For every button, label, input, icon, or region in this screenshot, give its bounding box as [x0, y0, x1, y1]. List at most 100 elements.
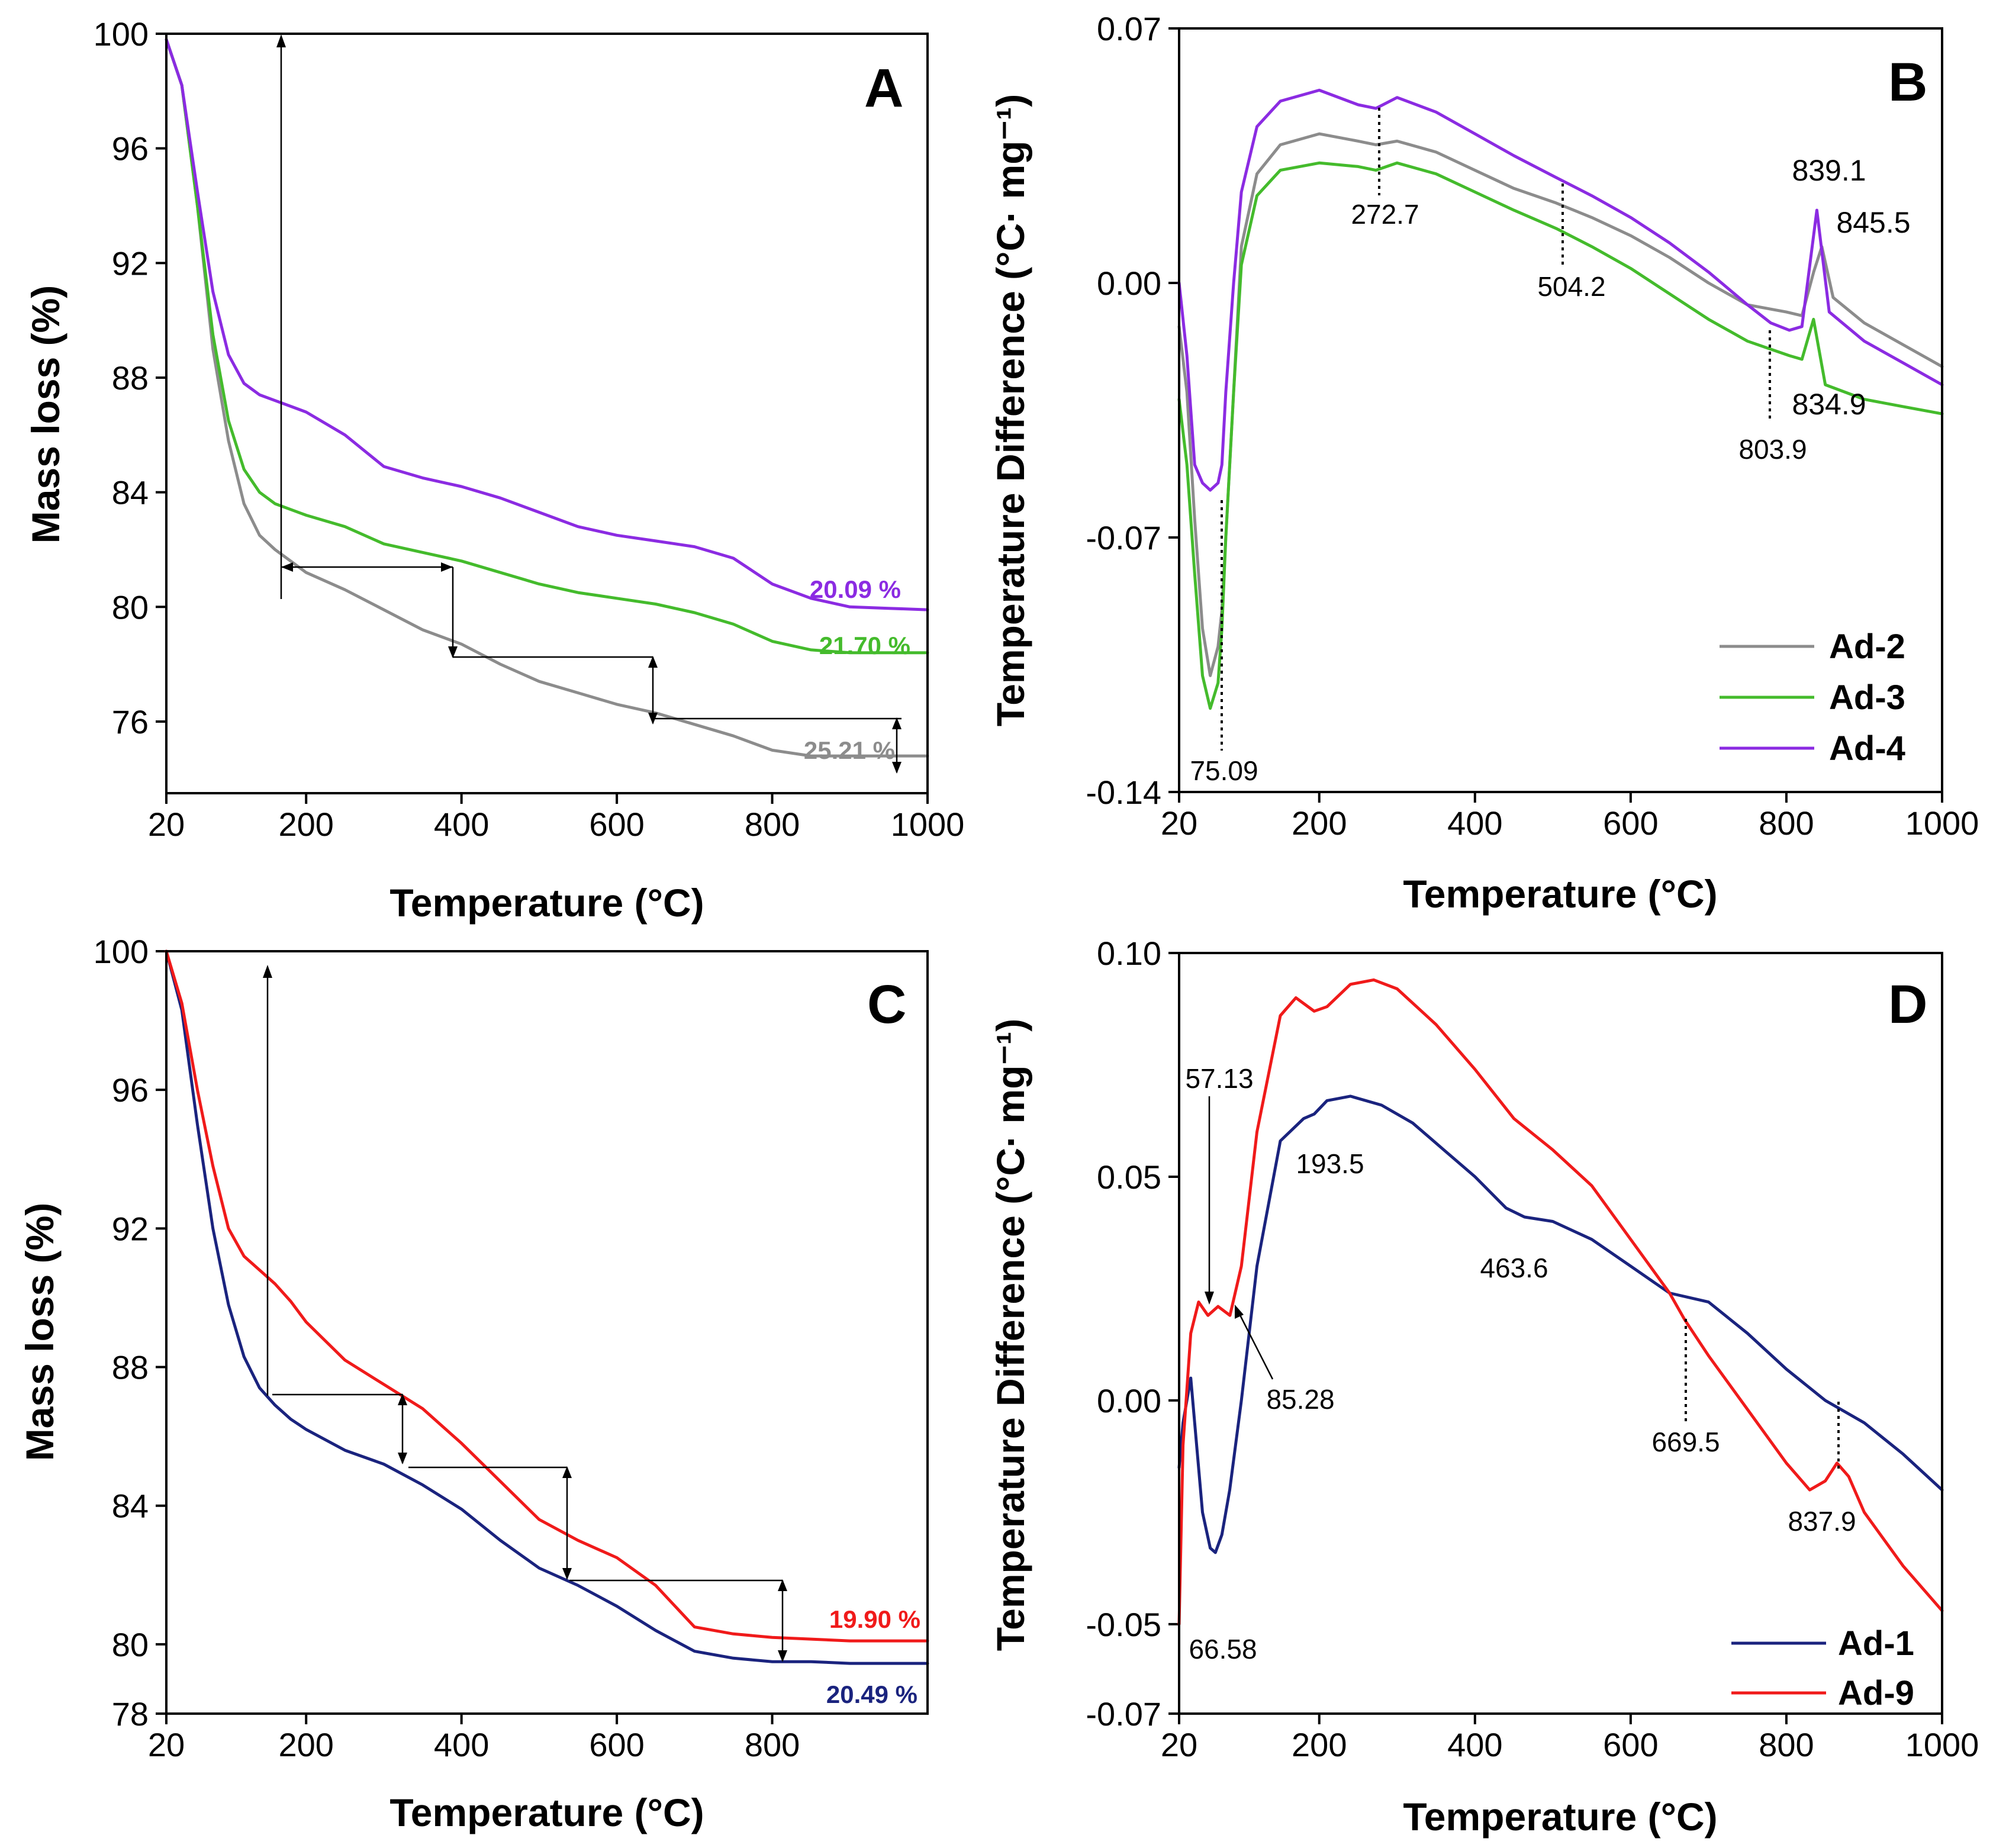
panel-c-ytick-label: 100	[94, 933, 149, 970]
panel-c-arrowhead	[778, 1579, 787, 1591]
panel-d-label-669: 669.5	[1651, 1427, 1720, 1457]
panel-c-ytick-label: 78	[112, 1695, 149, 1733]
panel-a-series-ad-4	[165, 38, 929, 611]
panel-c-arrowhead	[562, 1466, 572, 1478]
panel-d-arrowhead	[1205, 1292, 1214, 1305]
panel-a-ytick-label: 88	[112, 359, 149, 397]
panel-c-pct-ad1: 20.49 %	[826, 1680, 917, 1708]
panel-b-ytick-label: 0.00	[1097, 265, 1161, 302]
panel-d: 20 200 400 600 800 1000 -0.07 -0.05 0.00 0.05 0.10…	[989, 935, 1979, 1839]
panel-c-arrowhead	[398, 1393, 407, 1405]
panel-d-frame	[1178, 952, 1943, 1715]
panel-c-ylabel: Mass loss (%)	[18, 1203, 62, 1461]
panel-a-pct-ad4: 20.09 %	[810, 575, 901, 603]
panel-d-ytick-label: 0.00	[1097, 1382, 1161, 1419]
panel-d-label-85: 85.28	[1266, 1384, 1334, 1415]
panel-a-series-ad-3	[165, 38, 929, 655]
panel-d-label-57: 57.13	[1185, 1063, 1253, 1094]
panel-a-ytick-label: 84	[112, 474, 149, 511]
panel-b-label-504: 504.2	[1537, 271, 1605, 302]
panel-a-arrowhead	[281, 562, 293, 572]
panel-a-arrowhead	[276, 34, 286, 47]
panel-a-xtick-label: 600	[589, 806, 644, 843]
panel-c-xtick-label: 800	[745, 1726, 800, 1763]
panel-b-ytick-label: -0.07	[1086, 519, 1161, 556]
panel-c-frame	[165, 950, 929, 1715]
panel-a-ticks: 20 200 400 600 800 1000 76 80 84 88 92 96 100	[94, 15, 965, 843]
panel-b-xtick-label: 600	[1603, 804, 1658, 842]
panel-d-label-463: 463.6	[1480, 1253, 1548, 1283]
panel-b-label-845: 845.5	[1836, 206, 1910, 239]
panel-a-series-ad-2	[165, 38, 929, 758]
panel-a-ytick-label: 92	[112, 244, 149, 282]
panel-a-ytick-label: 100	[94, 15, 149, 53]
panel-a-arrowhead	[892, 762, 901, 774]
panel-a-xtick-label: 1000	[891, 806, 965, 843]
panel-a-ytick-label: 80	[112, 588, 149, 626]
panel-d-xtick-label: 1000	[1905, 1726, 1979, 1763]
panel-b-series-ad-2	[1177, 132, 1944, 677]
panel-c-arrowhead	[398, 1453, 407, 1464]
panel-b-label-75: 75.09	[1190, 755, 1258, 786]
panel-b: 20 200 400 600 800 1000 -0.14 -0.07 0.00 0.07 B T…	[989, 10, 1979, 916]
panel-b-curves	[1177, 88, 1944, 710]
panel-d-label-66: 66.58	[1189, 1634, 1257, 1665]
panel-c-ytick-label: 96	[112, 1071, 149, 1109]
panel-c: 20 200 400 600 800 78 80 84 88 92 96 100 C Temperat…	[18, 933, 929, 1834]
panel-a-step-arrows	[276, 34, 901, 774]
panel-d-xtick-label: 200	[1292, 1726, 1347, 1763]
panel-a-xtick-label: 800	[745, 806, 800, 843]
panel-a-frame	[165, 33, 929, 794]
panel-c-xtick-label: 400	[434, 1726, 489, 1763]
panel-a-xtick-label: 20	[148, 806, 185, 843]
panel-c-xtick-label: 200	[278, 1726, 333, 1763]
panel-c-arrowhead	[778, 1650, 787, 1662]
panel-b-label-834: 834.9	[1792, 388, 1866, 421]
panel-d-xtick-label: 400	[1447, 1726, 1502, 1763]
panel-d-curves	[1177, 978, 1944, 1626]
panel-b-peak-markers	[1221, 108, 1771, 751]
panel-c-series-ad-1	[165, 949, 929, 1665]
panel-d-ytick-label: 0.05	[1097, 1158, 1161, 1196]
panel-d-xtick-label: 20	[1161, 1726, 1197, 1763]
panel-b-xtick-label: 400	[1447, 804, 1502, 842]
panel-a-xlabel: Temperature (°C)	[389, 881, 704, 925]
panel-a-arrowhead	[648, 656, 658, 668]
panel-d-arrow-85	[1236, 1309, 1274, 1380]
panel-d-label-193: 193.5	[1296, 1148, 1364, 1179]
panel-b-xlabel: Temperature (°C)	[1403, 872, 1717, 916]
panel-c-pct-ad9: 19.90 %	[829, 1605, 920, 1633]
panel-b-frame	[1178, 27, 1943, 793]
legend-label-ad3: Ad-3	[1829, 678, 1905, 717]
panel-a-arrowhead	[441, 562, 453, 572]
panel-a-pct-ad3: 21.70 %	[819, 632, 910, 659]
legend-label-ad1: Ad-1	[1838, 1624, 1914, 1663]
legend-label-ad9: Ad-9	[1838, 1674, 1914, 1712]
panel-d-ytick-label: -0.07	[1086, 1695, 1161, 1733]
panel-c-arrowhead	[263, 965, 272, 978]
panel-a-pct-ad2: 25.21 %	[804, 736, 895, 764]
panel-d-ticks: 20 200 400 600 800 1000 -0.07 -0.05 0.00 0.05 0.10	[1086, 935, 1979, 1763]
panel-a: 20 200 400 600 800 1000 76 80 84 88 92 96 100 A Temp…	[24, 15, 964, 925]
panel-b-ylabel: Temperature Difference (°C· mg⁻¹)	[989, 94, 1032, 727]
panel-a-ytick-label: 96	[112, 130, 149, 168]
panel-b-label-839: 839.1	[1792, 154, 1866, 187]
panel-d-tag: D	[1888, 974, 1927, 1035]
panel-d-label-837: 837.9	[1788, 1506, 1856, 1537]
panel-a-tag: A	[864, 58, 903, 118]
panel-b-ytick-label: 0.07	[1097, 10, 1161, 47]
panel-a-ylabel: Mass loss (%)	[24, 285, 67, 543]
panel-c-ytick-label: 88	[112, 1349, 149, 1386]
panel-a-xtick-label: 200	[278, 806, 333, 843]
legend-label-ad4: Ad-4	[1829, 729, 1905, 768]
panel-a-arrowhead	[448, 646, 458, 658]
panel-a-xtick-label: 400	[434, 806, 489, 843]
panel-c-ytick-label: 92	[112, 1210, 149, 1247]
panel-b-label-803: 803.9	[1738, 434, 1807, 465]
panel-a-curves	[165, 38, 929, 758]
panel-d-xtick-label: 600	[1603, 1726, 1658, 1763]
panel-d-series-ad-1	[1177, 1094, 1944, 1554]
panel-b-ticks: 20 200 400 600 800 1000 -0.14 -0.07 0.00 0.07	[1086, 10, 1979, 842]
panel-a-ytick-label: 76	[112, 703, 149, 741]
panel-b-series-ad-3	[1177, 161, 1944, 710]
